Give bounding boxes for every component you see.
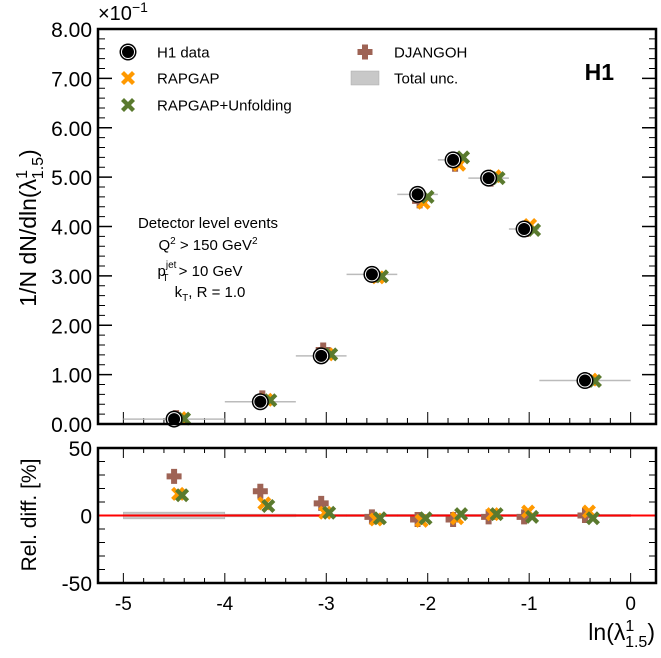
- h1-data-point-ring: [253, 394, 268, 409]
- ratio-djangoh-point: [166, 468, 182, 484]
- ratio-y-axis-label: Rel. diff. [%]: [18, 459, 41, 572]
- top-frame: [96, 27, 658, 426]
- h1-data-point: [480, 169, 498, 187]
- ratio-rapgap-unfolding-point: [585, 511, 600, 526]
- h1-data-point: [312, 347, 330, 365]
- ratio-y-tick-label: -50: [62, 573, 92, 596]
- ratio-y-tick-label: 0: [80, 506, 92, 529]
- h1-data-point-ring: [446, 152, 461, 167]
- ratio-rapgap-unfolding-point: [175, 488, 190, 503]
- h1-data-point-ring: [364, 267, 379, 282]
- y-tick-label: 6.00: [51, 118, 92, 141]
- legend-label: Total unc.: [394, 71, 458, 88]
- ratio-rapgap-unfolding-point: [372, 511, 387, 526]
- x-tick-label: -3: [318, 594, 335, 615]
- h1-data-point: [515, 220, 533, 238]
- h1-data-point-ring: [167, 412, 182, 427]
- h1-data-point: [251, 393, 269, 411]
- svg-text:kT, R = 1.0: kT, R = 1.0: [175, 284, 246, 304]
- ratio-rapgap-unfolding-point: [261, 499, 276, 514]
- svg-text:Q2 > 150 GeV2: Q2 > 150 GeV2: [158, 236, 258, 254]
- y-axis-label: 1/N dN/dln(λ11.5): [14, 149, 47, 306]
- y-tick-label: 5.00: [51, 167, 92, 190]
- ratio-y-tick-label: 50: [69, 438, 92, 461]
- h1-logo: H1: [585, 59, 615, 85]
- bottom-panel: -50 0 50 -5 -4 -3 -2 -1 0: [62, 438, 658, 615]
- h1-data-point-ring: [577, 373, 592, 388]
- h1-data-point-ring: [314, 348, 329, 363]
- legend-marker-rapgap-unfolding: [121, 98, 135, 112]
- legend-marker-rapgap: [121, 71, 135, 85]
- h1-data-point: [576, 372, 594, 390]
- x-tick-label: 0: [625, 594, 636, 615]
- ratio-djangoh-point: [252, 483, 268, 499]
- y-tick-label: 3.00: [51, 266, 92, 289]
- x-tick-label: -5: [115, 594, 132, 615]
- y-tick-label: 1.00: [51, 365, 92, 388]
- h1-data-point: [363, 265, 381, 283]
- y-tick-label: 2.00: [51, 315, 92, 338]
- legend-label: H1 data: [157, 45, 210, 62]
- y-tick-label: 7.00: [51, 68, 92, 91]
- h1-data-point: [444, 151, 462, 169]
- legend-label: RAPGAP: [157, 71, 220, 88]
- y-tick-label: 0.00: [51, 414, 92, 437]
- legend-marker-djangoh: [357, 44, 373, 60]
- top-panel: 0.00 1.00 2.00 3.00 4.00 5.00 6.00 7.00 8.00: [51, 19, 658, 437]
- h1-data-point-ring: [410, 187, 425, 202]
- h1-data-point-ring: [517, 221, 532, 236]
- legend-label: DJANGOH: [394, 45, 467, 62]
- ratio-djangoh-point: [313, 495, 329, 511]
- h1-data-point: [409, 185, 427, 203]
- ratio-rapgap-unfolding-point: [525, 509, 540, 524]
- ratio-rapgap-unfolding-point: [322, 505, 337, 520]
- x-axis-label: ln(λ1 1.5): [588, 618, 655, 651]
- h1-data-point-ring: [481, 171, 496, 186]
- bottom-frame: [96, 446, 658, 585]
- legend-marker-h1-data-ring: [121, 45, 135, 59]
- ratio-rapgap-unfolding-point: [454, 507, 469, 522]
- y-tick-label: 8.00: [51, 19, 92, 42]
- ratio-rapgap-unfolding-point: [418, 511, 433, 526]
- selection-annotation: Detector level events Q2 > 150 GeV2 pjet…: [138, 215, 278, 304]
- ratio-rapgap-unfolding-point: [489, 507, 504, 522]
- y-multiplier: ×10−1: [98, 0, 148, 25]
- legend: H1 data RAPGAP RAPGAP+Unfolding DJANGOH Tota…: [119, 43, 467, 115]
- svg-text:Detector level events: Detector level events: [138, 215, 278, 232]
- legend-label: RAPGAP+Unfolding: [157, 98, 292, 115]
- x-tick-label: -1: [521, 594, 538, 615]
- x-tick-label: -4: [216, 594, 233, 615]
- x-tick-label: -2: [419, 594, 436, 615]
- legend-marker-total-unc: [350, 70, 380, 86]
- y-tick-label: 4.00: [51, 217, 92, 240]
- legend-marker-h1-data: [119, 43, 137, 61]
